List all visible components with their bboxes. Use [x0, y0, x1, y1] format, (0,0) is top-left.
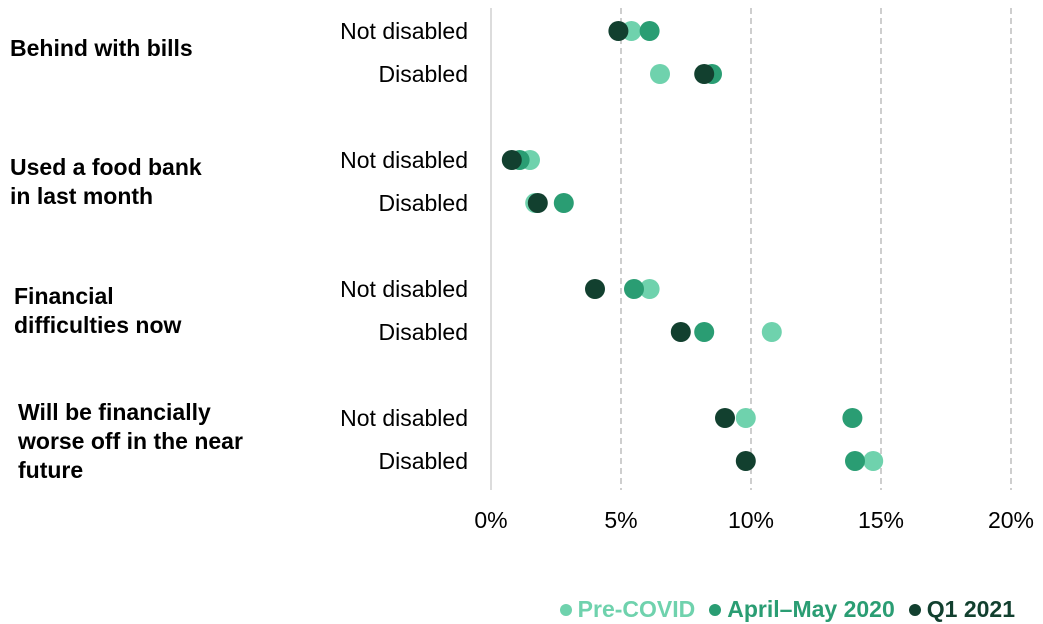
group-label: Used a food bank in last month	[10, 154, 202, 209]
data-point	[639, 279, 660, 299]
legend-label: Q1 2021	[926, 596, 1015, 622]
data-point	[863, 451, 884, 471]
legend-dot-icon	[709, 603, 722, 616]
x-tick-label: 20%	[988, 507, 1034, 533]
data-point	[608, 21, 629, 41]
legend-label: April–May 2020	[727, 596, 895, 622]
row-label: Disabled	[379, 448, 469, 474]
row-label: Disabled	[379, 190, 469, 216]
data-point	[650, 64, 670, 84]
data-point	[694, 322, 715, 342]
legend-dot-icon	[908, 603, 921, 616]
group-label: Behind with bills	[10, 35, 193, 61]
data-point	[735, 451, 756, 471]
data-point	[553, 193, 574, 213]
legend: Pre-COVID April–May 2020 Q1 2021	[559, 596, 1015, 623]
data-point	[639, 21, 660, 41]
data-point	[624, 279, 644, 299]
data-point	[842, 408, 863, 428]
group-label: Financial difficulties now	[14, 283, 182, 338]
row-label: Disabled	[379, 61, 469, 87]
data-point	[501, 150, 522, 170]
x-tick-label: 10%	[728, 507, 774, 533]
row-label: Not disabled	[340, 276, 468, 302]
x-tick-label: 0%	[474, 507, 507, 533]
row-label: Disabled	[379, 319, 469, 345]
row-label: Not disabled	[340, 147, 468, 173]
legend-label: Pre-COVID	[577, 596, 696, 622]
data-point	[585, 279, 605, 299]
x-tick-label: 15%	[858, 507, 904, 533]
row-label: Not disabled	[340, 405, 468, 431]
data-point	[845, 451, 865, 471]
data-point	[761, 322, 782, 342]
legend-item: Q1 2021	[908, 596, 1015, 623]
group-label: Will be financially worse off in the nea…	[18, 399, 243, 483]
data-point	[670, 322, 691, 342]
data-point	[735, 408, 756, 428]
row-label: Not disabled	[340, 18, 468, 44]
data-point	[694, 64, 715, 84]
x-tick-label: 5%	[604, 507, 637, 533]
legend-dot-icon	[559, 603, 572, 616]
data-point	[527, 193, 548, 213]
data-point	[715, 408, 735, 428]
dot-plot: 0% 5% 10% 15% 20% Not disabled Disabled Not dis…	[340, 8, 1034, 533]
legend-item: Pre-COVID	[559, 596, 696, 623]
legend-item: April–May 2020	[709, 596, 895, 623]
